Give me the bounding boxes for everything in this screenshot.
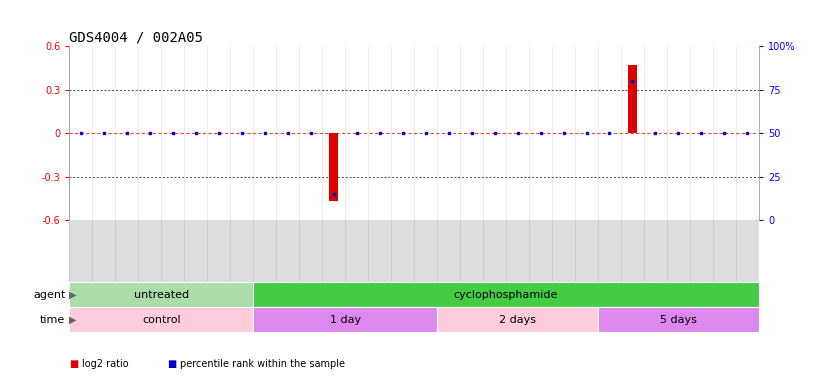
Text: log2 ratio: log2 ratio: [82, 359, 128, 369]
Text: ■: ■: [167, 359, 176, 369]
Text: cyclophosphamide: cyclophosphamide: [454, 290, 558, 300]
Text: ■: ■: [69, 359, 78, 369]
Text: percentile rank within the sample: percentile rank within the sample: [180, 359, 344, 369]
Bar: [69, 282, 253, 307]
Bar: [598, 307, 759, 332]
Text: 1 day: 1 day: [330, 315, 361, 325]
Bar: [253, 282, 759, 307]
Text: time: time: [40, 315, 65, 325]
Text: agent: agent: [33, 290, 65, 300]
Bar: [437, 307, 598, 332]
Bar: [628, 65, 637, 133]
Text: ▶: ▶: [69, 315, 76, 325]
Text: ▶: ▶: [69, 290, 76, 300]
Text: GDS4004 / 002A05: GDS4004 / 002A05: [69, 31, 203, 45]
Text: untreated: untreated: [134, 290, 188, 300]
Bar: [69, 307, 253, 332]
Bar: [253, 307, 437, 332]
Text: 2 days: 2 days: [499, 315, 536, 325]
Text: 5 days: 5 days: [660, 315, 697, 325]
Bar: [329, 133, 339, 201]
Text: control: control: [142, 315, 180, 325]
